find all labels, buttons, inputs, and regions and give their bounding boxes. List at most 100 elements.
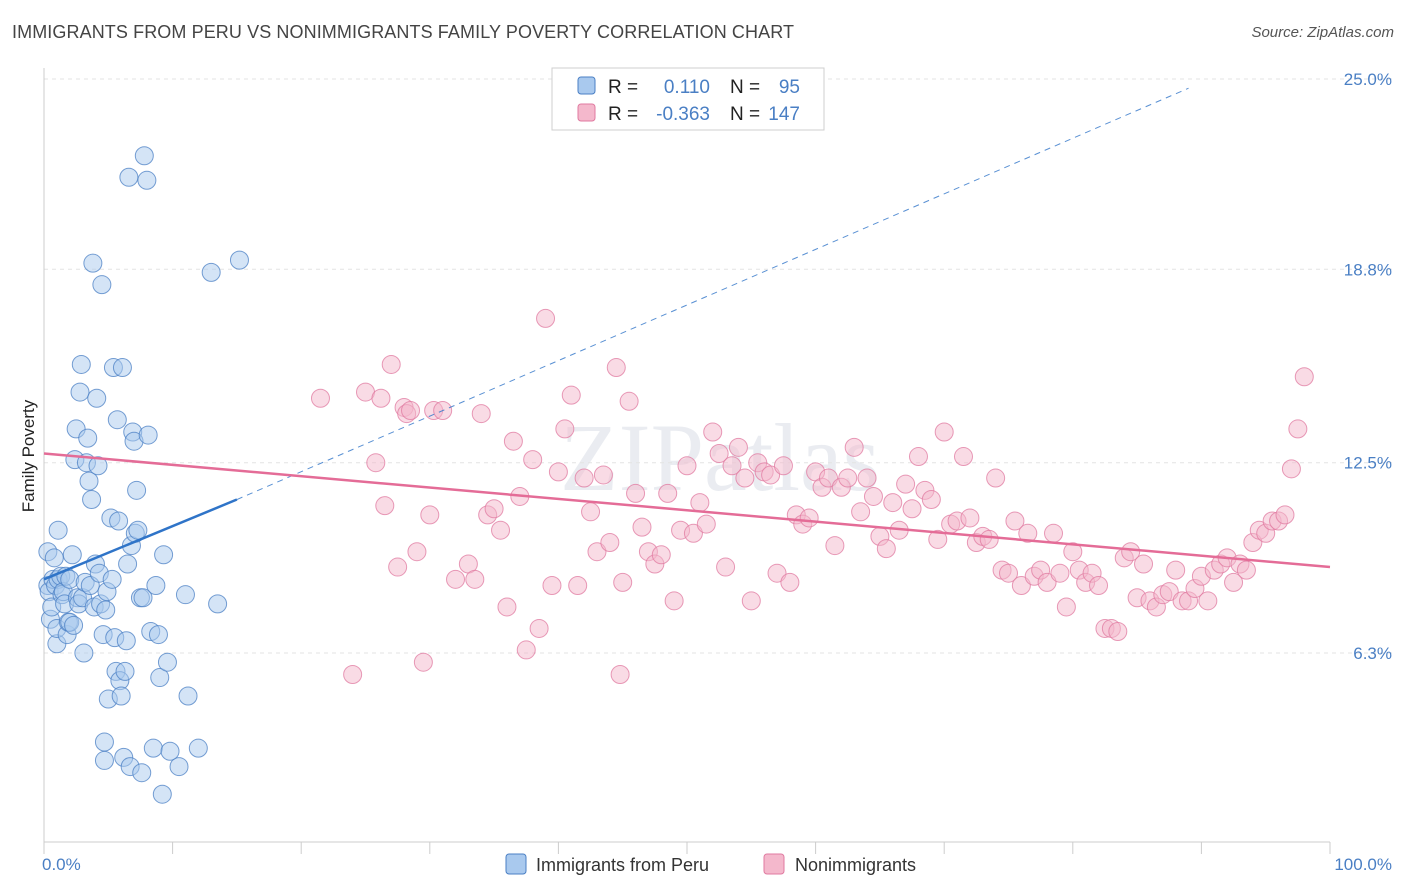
nonimmigrant-point-56 (703, 422, 723, 442)
nonimmigrant-point-4 (371, 388, 391, 408)
nonimmigrant-point-86 (896, 474, 916, 494)
trend-line-peru (43, 498, 238, 581)
legend-n-value-2: 147 (768, 104, 800, 125)
bottom-legend-swatch-blue (505, 853, 527, 875)
nonimmigrant-point-50 (664, 591, 684, 611)
peru-point-82 (148, 625, 168, 645)
axes (43, 68, 1331, 854)
trend-line-nonimmigrants (43, 452, 1331, 569)
peru-point-11 (48, 520, 68, 540)
nonimmigrant-point-16 (446, 569, 466, 589)
nonimmigrant-point-81 (863, 486, 883, 506)
nonimmigrant-point-5 (375, 496, 395, 516)
nonimmigrant-point-139 (1236, 560, 1256, 580)
nonimmigrant-point-104 (1011, 575, 1031, 595)
nonimmigrant-point-0 (310, 388, 330, 408)
nonimmigrant-point-91 (928, 529, 948, 549)
peru-point-60 (112, 358, 132, 378)
nonimmigrant-point-95 (953, 447, 973, 467)
legend-r-value-2: -0.363 (656, 104, 710, 125)
nonimmigrant-point-41 (610, 664, 630, 684)
nonimmigrant-point-57 (709, 443, 729, 463)
nonimmigrant-point-111 (1056, 597, 1076, 617)
nonimmigrant-point-77 (838, 468, 858, 488)
nonimmigrant-point-60 (728, 437, 748, 457)
nonimmigrant-point-31 (548, 462, 568, 482)
nonimmigrant-point-35 (574, 468, 594, 488)
peru-point-74 (132, 763, 152, 783)
nonimmigrant-point-49 (658, 483, 678, 503)
nonimmigrant-point-99 (979, 529, 999, 549)
peru-point-28 (71, 354, 91, 374)
tick-labels: 6.3% 12.5% 18.8% 25.0% 0.0% 100.0% (42, 70, 1392, 874)
nonimmigrant-point-67 (773, 456, 793, 476)
nonimmigrant-point-13 (420, 505, 440, 525)
peru-point-47 (94, 750, 114, 770)
legend-r-label-1: R = (608, 77, 638, 98)
nonimmigrant-point-22 (491, 520, 511, 540)
nonimmigrant-point-27 (523, 450, 543, 470)
peru-point-52 (102, 569, 122, 589)
nonimmigrant-point-103 (1005, 511, 1025, 531)
peru-point-22 (64, 615, 84, 635)
nonimmigrant-point-42 (613, 572, 633, 592)
nonimmigrant-point-110 (1050, 563, 1070, 583)
nonimmigrant-point-112 (1063, 542, 1083, 562)
peru-point-34 (79, 471, 99, 491)
nonimmigrant-point-3 (366, 453, 386, 473)
nonimmigrant-point-92 (934, 422, 954, 442)
nonimmigrant-point-146 (1281, 459, 1301, 479)
peru-point-21 (62, 545, 82, 565)
legend-n-label-2: N = (730, 104, 760, 125)
peru-point-86 (157, 652, 177, 672)
legend-n-value-1: 95 (779, 77, 800, 98)
legend-r-value-1: 0.110 (664, 77, 710, 98)
peru-point-37 (83, 253, 103, 273)
series-immigrants-from-peru (38, 146, 249, 804)
peru-point-6 (44, 548, 64, 568)
nonimmigrant-point-88 (908, 447, 928, 467)
y-tick-label-1: 12.5% (1344, 454, 1392, 473)
nonimmigrant-point-62 (741, 591, 761, 611)
nonimmigrant-point-45 (632, 517, 652, 537)
nonimmigrant-point-33 (561, 385, 581, 405)
nonimmigrant-point-58 (716, 557, 736, 577)
nonimmigrant-point-61 (735, 468, 755, 488)
peru-point-36 (82, 490, 102, 510)
nonimmigrant-point-30 (542, 575, 562, 595)
nonimmigrant-point-19 (471, 404, 491, 424)
peru-point-87 (160, 741, 180, 761)
peru-point-81 (146, 575, 166, 595)
peru-point-93 (208, 594, 228, 614)
nonimmigrant-point-84 (883, 493, 903, 513)
peru-point-88 (169, 757, 189, 777)
source-label: Source: ZipAtlas.com (1251, 24, 1394, 41)
nonimmigrant-point-105 (1018, 523, 1038, 543)
nonimmigrant-point-123 (1134, 554, 1154, 574)
bottom-legend-swatch-pink (763, 853, 785, 875)
peru-point-41 (88, 456, 108, 476)
nonimmigrant-point-148 (1294, 367, 1314, 387)
nonimmigrant-point-109 (1044, 523, 1064, 543)
peru-point-75 (133, 588, 153, 608)
peru-point-63 (116, 631, 136, 651)
peru-point-94 (229, 250, 249, 270)
nonimmigrant-point-121 (1121, 542, 1141, 562)
nonimmigrant-point-24 (503, 431, 523, 451)
peru-point-40 (87, 388, 107, 408)
nonimmigrant-point-28 (529, 618, 549, 638)
nonimmigrant-point-90 (921, 490, 941, 510)
legend-r-label-2: R = (608, 104, 638, 125)
nonimmigrant-point-66 (767, 563, 787, 583)
nonimmigrant-point-34 (568, 575, 588, 595)
nonimmigrant-point-6 (381, 354, 401, 374)
peru-point-72 (128, 520, 148, 540)
peru-point-46 (94, 732, 114, 752)
nonimmigrant-point-40 (606, 358, 626, 378)
peru-point-59 (111, 686, 131, 706)
nonimmigrant-point-71 (799, 508, 819, 528)
peru-point-85 (154, 545, 174, 565)
x-tick-label-1: 100.0% (1334, 855, 1392, 874)
nonimmigrant-point-78 (844, 437, 864, 457)
